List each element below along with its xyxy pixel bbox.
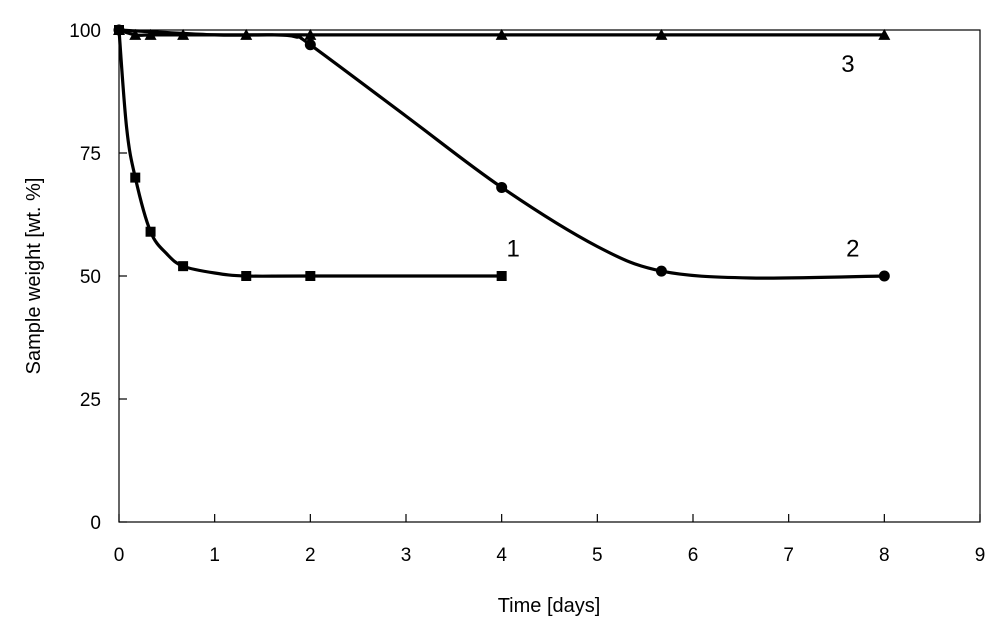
series-2-point bbox=[496, 181, 508, 193]
series-3-point bbox=[655, 28, 668, 40]
series-1-line bbox=[117, 28, 504, 278]
x-tick-label: 9 bbox=[975, 545, 986, 566]
y-axis-ticks: 0 25 50 75 100 bbox=[69, 21, 127, 534]
y-tick-label: 100 bbox=[69, 21, 101, 42]
x-tick-label: 8 bbox=[879, 545, 890, 566]
x-tick-label: 4 bbox=[496, 545, 507, 566]
y-axis-title: Sample weight [wt. %] bbox=[23, 178, 45, 375]
series-1-point bbox=[145, 226, 156, 237]
series-3-point bbox=[113, 24, 125, 35]
y-tick-label: 0 bbox=[90, 513, 101, 534]
series-1-point bbox=[178, 261, 189, 272]
series-labels: 1 2 3 bbox=[506, 51, 859, 263]
series-3-point bbox=[878, 28, 891, 40]
series-2-point bbox=[878, 270, 890, 282]
x-tick-label: 6 bbox=[688, 545, 699, 566]
x-tick-label: 5 bbox=[592, 545, 603, 566]
x-tick-label: 1 bbox=[209, 545, 220, 566]
series-1-point bbox=[241, 271, 252, 281]
series-3-point bbox=[495, 28, 508, 40]
series-3-point bbox=[240, 28, 253, 40]
series-label-1: 1 bbox=[506, 235, 519, 262]
x-tick-label: 0 bbox=[114, 545, 125, 566]
series-2-point bbox=[304, 39, 316, 51]
series-3-point bbox=[144, 28, 157, 40]
x-tick-label: 2 bbox=[305, 545, 316, 566]
series-2-line bbox=[117, 28, 886, 280]
x-tick-label: 3 bbox=[401, 545, 412, 566]
series-curves bbox=[117, 28, 886, 280]
x-axis-ticks: 0 1 2 3 4 5 6 7 8 9 bbox=[114, 514, 986, 566]
series-3-point bbox=[177, 28, 190, 40]
y-tick-label: 50 bbox=[80, 267, 101, 288]
series-markers bbox=[113, 24, 891, 282]
series-label-2: 2 bbox=[846, 235, 859, 262]
x-tick-label: 7 bbox=[783, 545, 794, 566]
y-tick-label: 75 bbox=[80, 144, 101, 165]
series-1-point bbox=[130, 172, 141, 183]
series-1-point bbox=[496, 271, 507, 281]
series-3-point bbox=[304, 28, 317, 40]
series-2-point bbox=[655, 265, 667, 277]
series-label-3: 3 bbox=[841, 51, 854, 78]
series-3-point bbox=[129, 28, 142, 40]
y-tick-label: 25 bbox=[80, 390, 101, 411]
series-1-point bbox=[305, 271, 316, 281]
x-axis-title: Time [days] bbox=[498, 595, 601, 617]
